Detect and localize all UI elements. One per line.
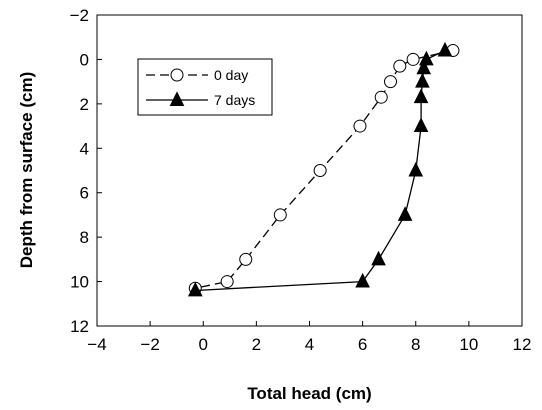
y-tick-label: 2 <box>80 95 89 114</box>
data-point <box>408 161 424 177</box>
data-point <box>220 275 234 289</box>
x-tick-label: 0 <box>199 335 208 354</box>
legend-items: 0 day 7 days <box>146 67 255 108</box>
data-point <box>371 250 386 266</box>
data-point <box>413 117 429 133</box>
legend-label: 7 days <box>214 92 255 108</box>
data-point <box>355 272 370 288</box>
data-point <box>397 206 413 221</box>
legend-marker <box>169 91 185 106</box>
data-point <box>406 52 420 66</box>
x-tick-label: −2 <box>140 335 159 354</box>
x-tick-label: 4 <box>305 335 314 354</box>
y-axis-ticks: −2 0 2 4 6 8 10 12 <box>70 6 102 336</box>
y-tick-label: 6 <box>80 184 89 203</box>
x-tick-label: 12 <box>513 335 532 354</box>
data-point <box>187 281 203 297</box>
x-tick-label: 10 <box>459 335 478 354</box>
y-tick-label: 4 <box>80 139 89 158</box>
legend-marker <box>170 68 184 82</box>
y-tick-label: 12 <box>70 317 89 336</box>
legend-label: 0 day <box>214 67 248 83</box>
x-axis-ticks: −4 −2 0 2 4 6 8 10 12 <box>87 321 531 354</box>
data-point <box>374 90 388 104</box>
data-point <box>384 75 398 89</box>
legend: 0 day 7 days <box>137 58 273 116</box>
x-tick-label: 8 <box>411 335 420 354</box>
series-1 <box>188 44 460 295</box>
data-point <box>416 59 432 75</box>
data-point <box>437 41 453 57</box>
data-point <box>393 59 407 73</box>
y-tick-label: 8 <box>80 228 89 247</box>
x-tick-label: 2 <box>252 335 261 354</box>
data-point <box>353 119 367 133</box>
y-tick-label: −2 <box>70 6 89 25</box>
x-tick-label: 6 <box>358 335 367 354</box>
data-point <box>313 164 327 177</box>
data-point <box>415 72 430 88</box>
y-tick-label: 10 <box>70 273 89 292</box>
data-point <box>413 88 429 104</box>
legend-box <box>137 58 273 116</box>
y-axis-title: Depth from surface (cm) <box>17 72 36 268</box>
data-point <box>419 50 434 66</box>
series-layer <box>187 41 460 297</box>
data-point <box>239 252 253 266</box>
y-tick-label: 0 <box>80 50 89 69</box>
x-axis-title: Total head (cm) <box>247 384 371 403</box>
data-point <box>273 208 287 222</box>
series-2 <box>187 41 453 297</box>
x-tick-label: −4 <box>87 335 106 354</box>
